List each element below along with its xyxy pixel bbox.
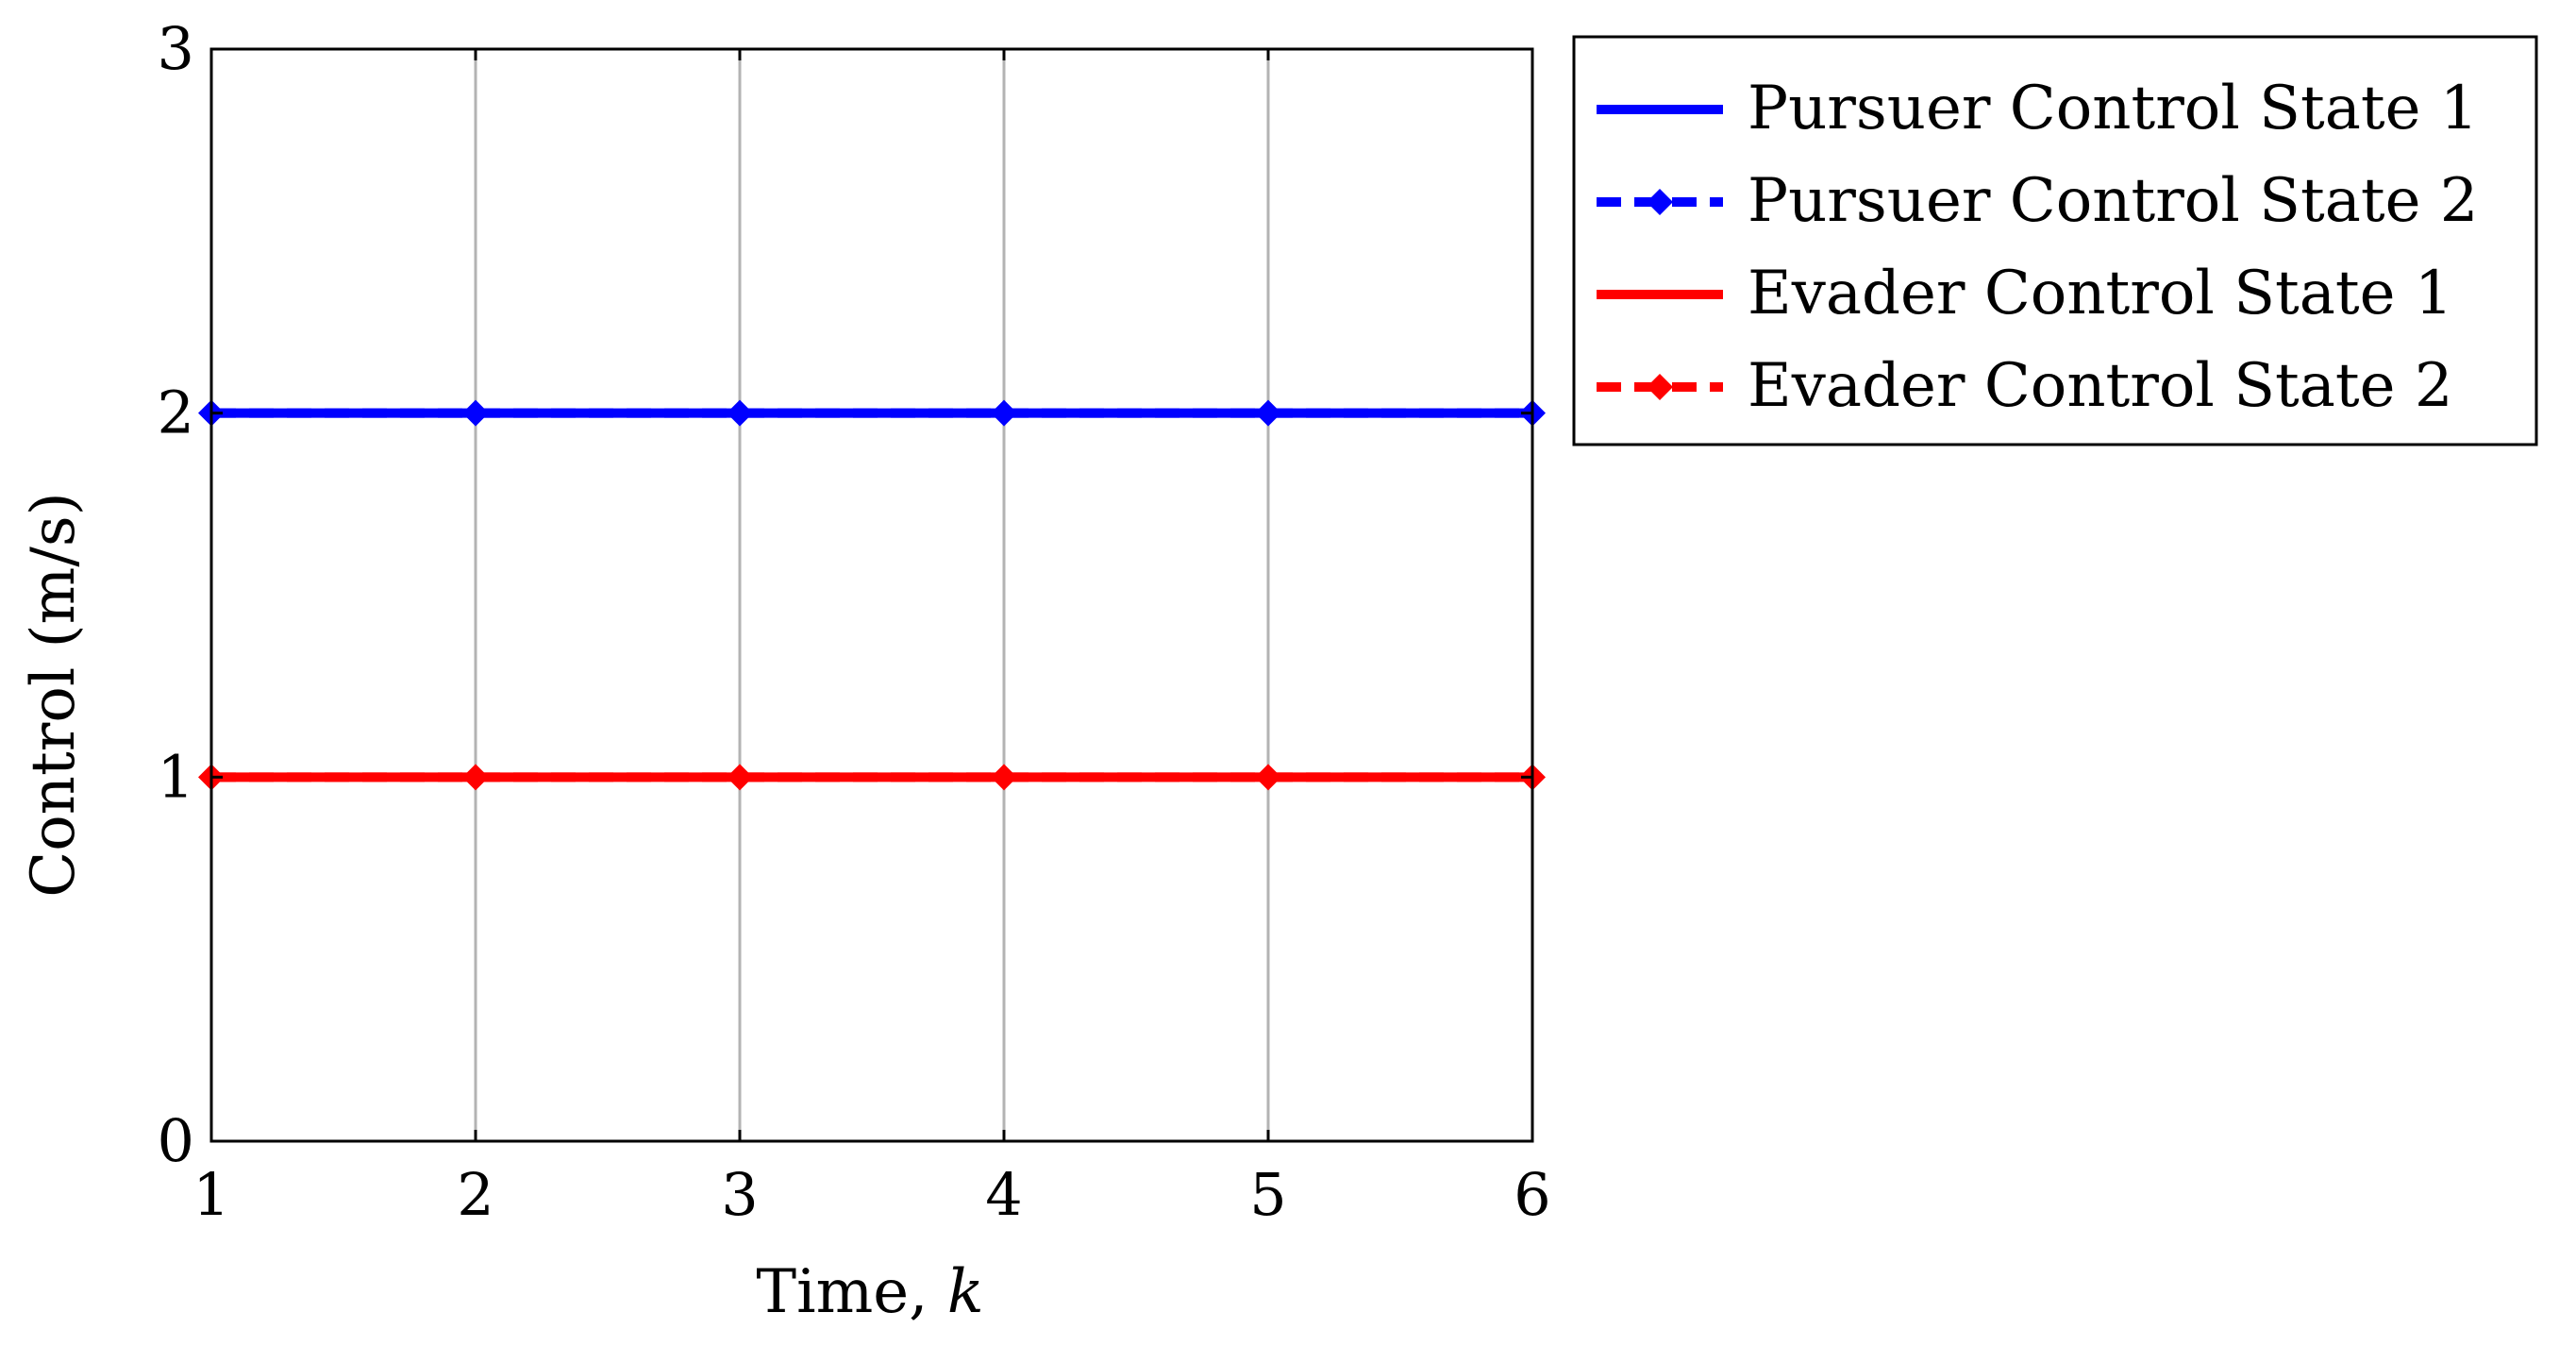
- legend-label: Pursuer Control State 2: [1748, 166, 2479, 236]
- y-tick-label: 3: [158, 14, 194, 83]
- legend-item: Evader Control State 2: [1597, 351, 2453, 421]
- y-tick-label: 0: [158, 1106, 194, 1175]
- x-tick-label: 1: [192, 1160, 229, 1229]
- data-point: [727, 399, 753, 427]
- series-2: [198, 399, 1546, 427]
- legend-label: Evader Control State 2: [1748, 351, 2453, 421]
- plot-frame: [209, 47, 1534, 1143]
- y-axis-ticks: 0 1 2 3: [158, 14, 1532, 1175]
- y-tick-label: 1: [158, 742, 194, 811]
- x-tick-label: 5: [1249, 1160, 1286, 1229]
- data-point: [727, 764, 753, 791]
- x-tick-label: 3: [721, 1160, 758, 1229]
- data-point: [991, 399, 1017, 427]
- legend-item: Evader Control State 1: [1597, 259, 2453, 328]
- x-tick-label: 4: [985, 1160, 1022, 1229]
- data-point: [462, 764, 489, 791]
- legend-marker: [1647, 189, 1673, 215]
- legend-item: Pursuer Control State 1: [1597, 74, 2479, 143]
- x-tick-label: 6: [1514, 1160, 1550, 1229]
- x-axis-label: Time, k: [756, 1257, 983, 1327]
- data-point: [991, 764, 1017, 791]
- series-layer: [198, 399, 1546, 791]
- data-point: [1255, 399, 1281, 427]
- grid-lines: [474, 49, 1270, 1141]
- y-axis-label: Control (m/s): [19, 492, 89, 897]
- x-axis-ticks: 1 2 3 4 5 6: [192, 49, 1551, 1229]
- data-point: [462, 399, 489, 427]
- y-tick-label: 2: [158, 379, 194, 447]
- legend-label: Evader Control State 1: [1748, 259, 2453, 328]
- legend: Pursuer Control State 1 Pursuer Control S…: [1572, 35, 2538, 446]
- x-tick-label: 2: [457, 1160, 493, 1229]
- legend-marker: [1647, 374, 1673, 400]
- legend-label: Pursuer Control State 1: [1748, 74, 2479, 143]
- legend-item: Pursuer Control State 2: [1597, 166, 2479, 236]
- legend-box: [1572, 35, 2538, 446]
- data-point: [1255, 764, 1281, 791]
